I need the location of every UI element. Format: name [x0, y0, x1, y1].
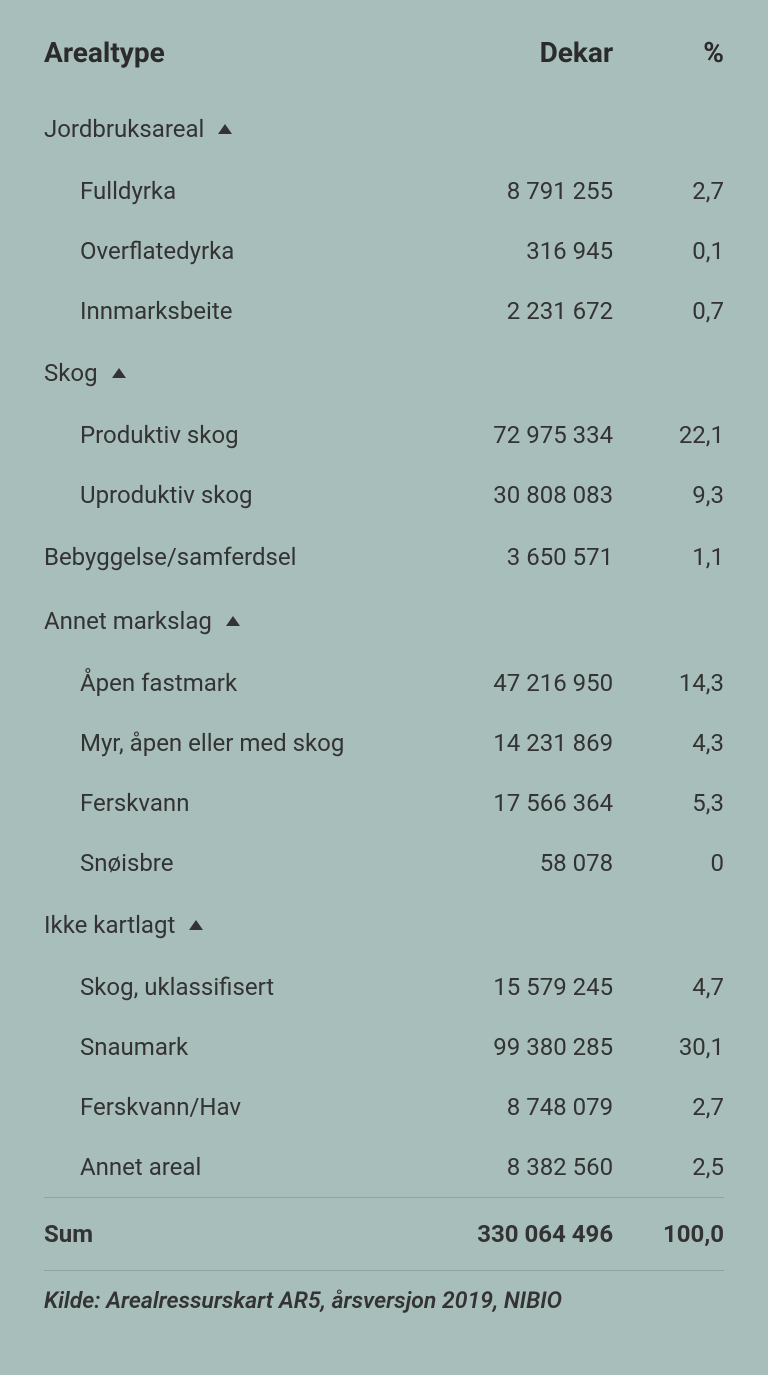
- group-row[interactable]: Skog: [44, 341, 724, 405]
- sub-dekar: 2 231 672: [436, 281, 613, 341]
- sub-dekar: 8 382 560: [436, 1137, 613, 1198]
- group-label: Annet markslag: [44, 589, 436, 653]
- sub-label: Snøisbre: [44, 833, 436, 893]
- group-pct: 1,1: [613, 525, 724, 589]
- sub-row: Snaumark99 380 28530,1: [44, 1017, 724, 1077]
- group-pct: [613, 589, 724, 653]
- sub-row: Produktiv skog72 975 33422,1: [44, 405, 724, 465]
- sub-dekar: 8 791 255: [436, 161, 613, 221]
- table-body: Jordbruksareal Fulldyrka8 791 2552,7Over…: [44, 97, 724, 1198]
- sub-label: Ferskvann: [44, 773, 436, 833]
- group-label: Jordbruksareal: [44, 97, 436, 161]
- sub-pct: 30,1: [613, 1017, 724, 1077]
- sum-row: Sum 330 064 496 100,0: [44, 1198, 724, 1271]
- sum-dekar: 330 064 496: [436, 1198, 613, 1271]
- group-dekar: [436, 341, 613, 405]
- sum-label: Sum: [44, 1198, 436, 1271]
- header-dekar: Dekar: [436, 36, 613, 97]
- sub-label: Åpen fastmark: [44, 653, 436, 713]
- sub-label: Snaumark: [44, 1017, 436, 1077]
- header-row: Arealtype Dekar %: [44, 36, 724, 97]
- caret-up-icon[interactable]: [218, 124, 232, 134]
- group-label: Skog: [44, 341, 436, 405]
- sub-label: Fulldyrka: [44, 161, 436, 221]
- sub-pct: 2,7: [613, 1077, 724, 1137]
- sub-pct: 2,7: [613, 161, 724, 221]
- sub-dekar: 8 748 079: [436, 1077, 613, 1137]
- group-row: Bebyggelse/samferdsel3 650 5711,1: [44, 525, 724, 589]
- sub-label: Myr, åpen eller med skog: [44, 713, 436, 773]
- area-table: Arealtype Dekar % Jordbruksareal Fulldyr…: [44, 36, 724, 1271]
- sub-row: Uproduktiv skog30 808 0839,3: [44, 465, 724, 525]
- sub-row: Overflatedyrka316 9450,1: [44, 221, 724, 281]
- group-pct: [613, 97, 724, 161]
- header-pct: %: [613, 36, 724, 97]
- sub-label: Skog, uklassifisert: [44, 957, 436, 1017]
- sub-pct: 9,3: [613, 465, 724, 525]
- sub-label: Produktiv skog: [44, 405, 436, 465]
- sub-row: Innmarksbeite2 231 6720,7: [44, 281, 724, 341]
- sub-label: Innmarksbeite: [44, 281, 436, 341]
- group-dekar: [436, 893, 613, 957]
- sub-label: Ferskvann/Hav: [44, 1077, 436, 1137]
- sub-row: Snøisbre58 0780: [44, 833, 724, 893]
- sub-dekar: 47 216 950: [436, 653, 613, 713]
- group-label: Bebyggelse/samferdsel: [44, 525, 436, 589]
- sub-label: Annet areal: [44, 1137, 436, 1198]
- sub-pct: 0,7: [613, 281, 724, 341]
- sub-label: Overflatedyrka: [44, 221, 436, 281]
- sub-dekar: 14 231 869: [436, 713, 613, 773]
- sub-row: Åpen fastmark47 216 95014,3: [44, 653, 724, 713]
- sub-label: Uproduktiv skog: [44, 465, 436, 525]
- header-type: Arealtype: [44, 36, 436, 97]
- sub-pct: 4,3: [613, 713, 724, 773]
- sub-pct: 5,3: [613, 773, 724, 833]
- sub-pct: 14,3: [613, 653, 724, 713]
- sub-row: Fulldyrka8 791 2552,7: [44, 161, 724, 221]
- sub-row: Myr, åpen eller med skog14 231 8694,3: [44, 713, 724, 773]
- sub-dekar: 30 808 083: [436, 465, 613, 525]
- group-row[interactable]: Ikke kartlagt: [44, 893, 724, 957]
- sub-dekar: 58 078: [436, 833, 613, 893]
- sub-pct: 0,1: [613, 221, 724, 281]
- sub-dekar: 17 566 364: [436, 773, 613, 833]
- group-pct: [613, 893, 724, 957]
- group-row[interactable]: Jordbruksareal: [44, 97, 724, 161]
- sub-pct: 0: [613, 833, 724, 893]
- caret-up-icon[interactable]: [226, 616, 240, 626]
- caret-up-icon[interactable]: [112, 368, 126, 378]
- sub-pct: 4,7: [613, 957, 724, 1017]
- source-line: Kilde: Arealressurskart AR5, årsversjon …: [44, 1271, 724, 1314]
- sub-dekar: 99 380 285: [436, 1017, 613, 1077]
- sub-row: Ferskvann17 566 3645,3: [44, 773, 724, 833]
- sub-row: Skog, uklassifisert15 579 2454,7: [44, 957, 724, 1017]
- group-dekar: [436, 589, 613, 653]
- sub-pct: 22,1: [613, 405, 724, 465]
- group-row[interactable]: Annet markslag: [44, 589, 724, 653]
- sub-dekar: 15 579 245: [436, 957, 613, 1017]
- group-dekar: 3 650 571: [436, 525, 613, 589]
- sub-row: Annet areal8 382 5602,5: [44, 1137, 724, 1198]
- sub-dekar: 316 945: [436, 221, 613, 281]
- sub-dekar: 72 975 334: [436, 405, 613, 465]
- sum-pct: 100,0: [613, 1198, 724, 1271]
- group-pct: [613, 341, 724, 405]
- group-dekar: [436, 97, 613, 161]
- group-label: Ikke kartlagt: [44, 893, 436, 957]
- sub-row: Ferskvann/Hav8 748 0792,7: [44, 1077, 724, 1137]
- sub-pct: 2,5: [613, 1137, 724, 1198]
- caret-up-icon[interactable]: [189, 920, 203, 930]
